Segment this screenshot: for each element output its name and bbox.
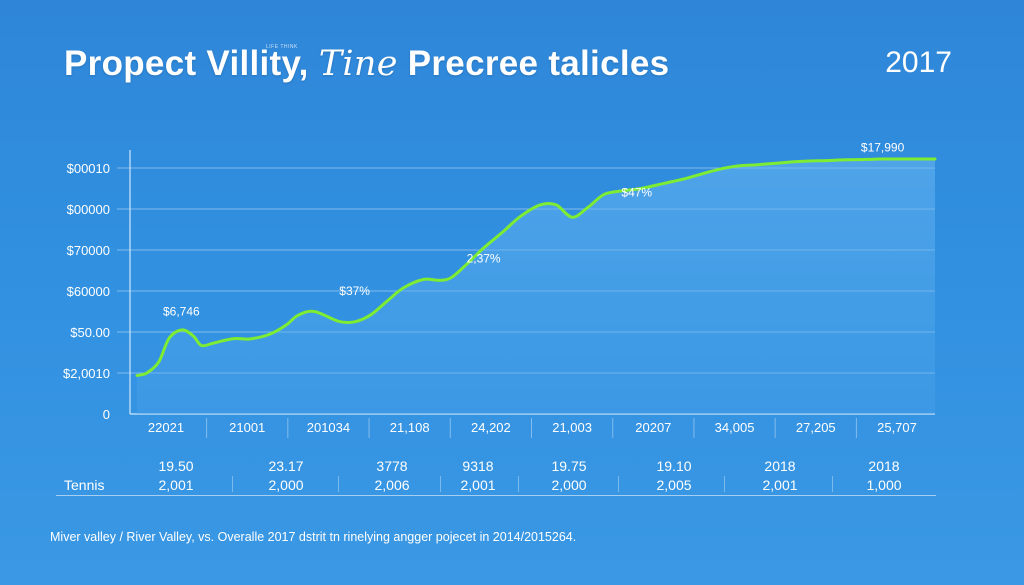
data-label: $47% [621, 186, 652, 200]
title-text: Propect Villity, Tine Precree talicles [64, 44, 669, 84]
series-area [137, 158, 935, 414]
table-cell: 2,005 [656, 477, 692, 493]
table-cell: 2,000 [268, 477, 304, 493]
x-tick-label: 22021 [148, 420, 184, 435]
y-tick-label: 0 [103, 407, 110, 422]
data-label: $6,746 [163, 305, 200, 319]
table-cell: 19.50 [158, 458, 194, 474]
table-separator [618, 476, 619, 492]
year-label: 2017 [885, 46, 952, 79]
table-separator [232, 476, 233, 492]
title-part1: Propect Villity, [64, 44, 319, 83]
x-tick-label: 21001 [229, 420, 265, 435]
table-cell: 2,006 [374, 477, 410, 493]
footnote: Miver valley / River Valley, vs. Overall… [50, 530, 577, 544]
table-cell: 2,001 [762, 477, 798, 493]
table-separator [832, 476, 833, 492]
y-tick-label: $2,0010 [63, 366, 110, 381]
table-cell: 2,001 [158, 477, 194, 493]
table-cell: 2,000 [551, 477, 587, 493]
x-tick-label: 20207 [635, 420, 671, 435]
title-script-word: Tine [318, 44, 398, 84]
y-tick-label: $00010 [67, 161, 110, 176]
data-label: $17,990 [861, 141, 905, 155]
table-cell: 3778 [376, 458, 408, 474]
x-tick-label: 21,003 [552, 420, 592, 435]
data-label: 2,37% [467, 251, 501, 265]
table-separator [440, 476, 441, 492]
table-cell: 9318 [462, 458, 494, 474]
y-tick-label: $60000 [67, 284, 110, 299]
title-part2: Precree talicles [397, 44, 670, 83]
y-tick-label: $00000 [67, 202, 110, 217]
series-line [135, 157, 937, 377]
table-separator [338, 476, 339, 492]
y-tick-label: $70000 [67, 243, 110, 258]
table-row-2: 2,001 2,000 2,006 2,001 2,000 2,005 2,001 1,000 [0, 477, 1024, 495]
x-tick-label: 34,005 [715, 420, 755, 435]
table-row-1: 19.50 23.17 3778 9318 19.75 19.10 2018 2018 [0, 458, 1024, 476]
x-tick-labels: 22021 21001 201034 21,108 24,202 21,003 20207 3… [148, 418, 917, 438]
table-cell: 19.10 [656, 458, 692, 474]
table-cell: 1,000 [866, 477, 902, 493]
table-row-label: Tennis [64, 477, 105, 493]
y-tick-label: $50.00 [70, 325, 110, 340]
data-label: $37% [339, 284, 370, 298]
x-tick-label: 21,108 [390, 420, 430, 435]
title-tagline: LIFE THINK [266, 44, 298, 50]
table-separator [724, 476, 725, 492]
y-tick-labels: 0 $2,0010 $50.00 $60000 $70000 $00000 $00010 [63, 161, 110, 422]
table-cell: 2018 [868, 458, 900, 474]
table-separator [518, 476, 519, 492]
x-tick-label: 201034 [307, 420, 350, 435]
x-tick-label: 25,707 [877, 420, 917, 435]
x-tick-label: 27,205 [796, 420, 836, 435]
table-cell: 19.75 [551, 458, 587, 474]
table-cell: 23.17 [268, 458, 304, 474]
chart-title: Propect Villity, Tine Precree talicles [64, 44, 669, 84]
x-tick-label: 24,202 [471, 420, 511, 435]
data-annotations: $6,746 $37% 2,37% $47% $17,990 [163, 141, 905, 319]
table-cell: 2,001 [460, 477, 496, 493]
table-cell: 2018 [764, 458, 796, 474]
table-baseline [56, 495, 936, 496]
